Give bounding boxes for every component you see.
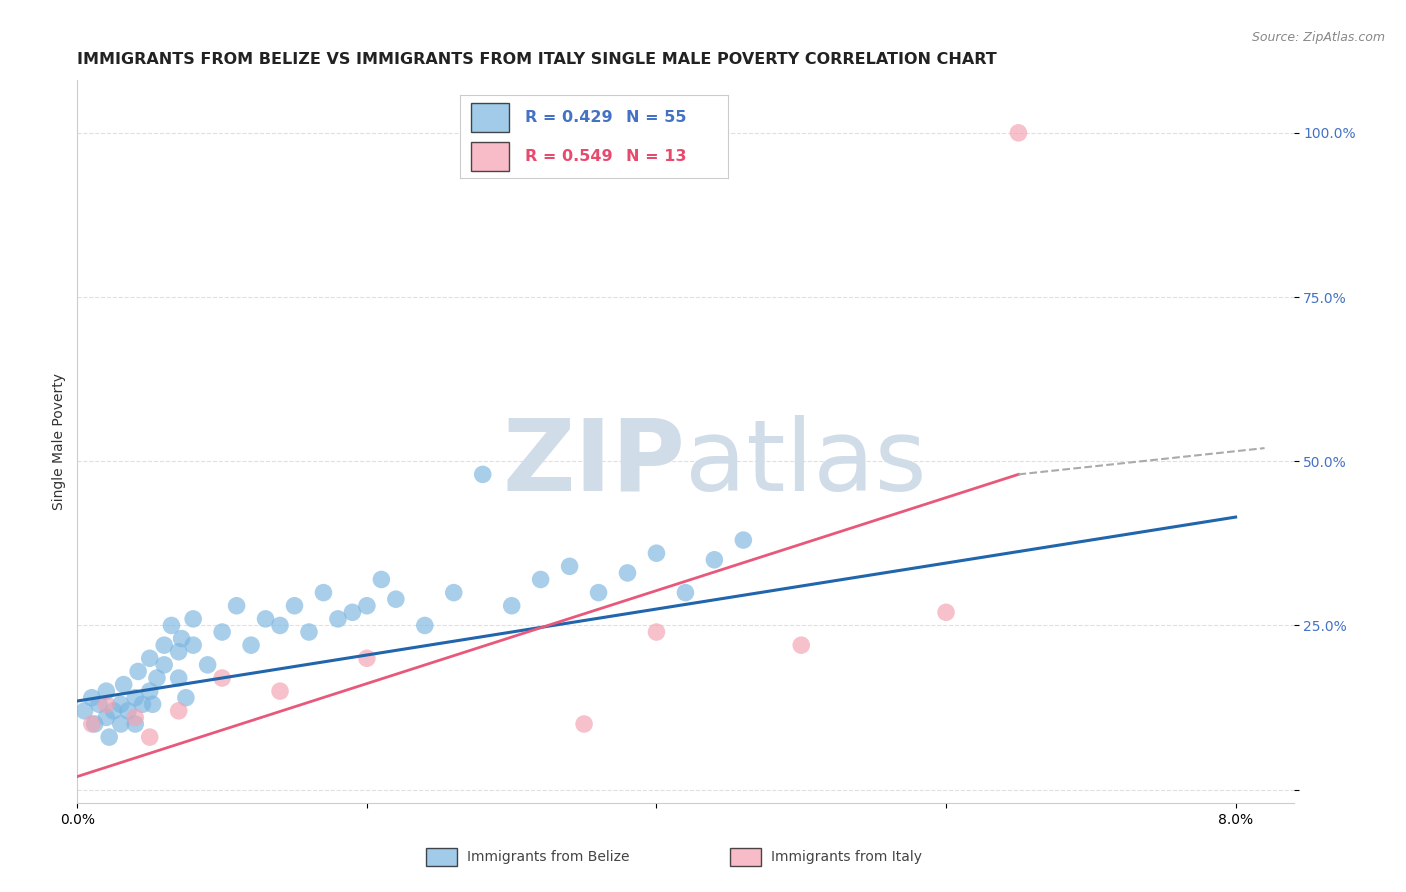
- Point: [103, 704, 125, 718]
- Point: [98, 730, 121, 744]
- Point: [356, 651, 378, 665]
- Point: [588, 585, 610, 599]
- FancyBboxPatch shape: [426, 847, 457, 865]
- Point: [645, 546, 668, 560]
- Point: [370, 573, 392, 587]
- Point: [645, 625, 668, 640]
- Point: [80, 690, 103, 705]
- Point: [167, 645, 190, 659]
- Point: [342, 605, 364, 619]
- Point: [269, 618, 291, 632]
- Point: [572, 717, 595, 731]
- Point: [616, 566, 638, 580]
- Point: [733, 533, 755, 547]
- Point: [675, 585, 697, 599]
- Point: [112, 677, 135, 691]
- Point: [110, 698, 132, 712]
- Point: [471, 467, 494, 482]
- Point: [935, 605, 957, 619]
- Point: [138, 651, 160, 665]
- Point: [174, 690, 197, 705]
- Point: [124, 717, 146, 731]
- Point: [142, 698, 165, 712]
- Point: [138, 730, 160, 744]
- Point: [558, 559, 581, 574]
- Point: [131, 698, 153, 712]
- Point: [211, 625, 233, 640]
- Point: [87, 698, 110, 712]
- Point: [254, 612, 277, 626]
- Point: [138, 684, 160, 698]
- FancyBboxPatch shape: [731, 847, 761, 865]
- Point: [124, 690, 146, 705]
- Point: [170, 632, 193, 646]
- Point: [790, 638, 813, 652]
- Point: [326, 612, 349, 626]
- Point: [298, 625, 321, 640]
- Point: [269, 684, 291, 698]
- Point: [80, 717, 103, 731]
- Text: Immigrants from Belize: Immigrants from Belize: [467, 850, 628, 864]
- Y-axis label: Single Male Poverty: Single Male Poverty: [52, 373, 66, 510]
- Point: [117, 704, 139, 718]
- Point: [127, 665, 149, 679]
- Point: [83, 717, 105, 731]
- Point: [96, 684, 118, 698]
- Point: [96, 710, 118, 724]
- Point: [413, 618, 436, 632]
- Point: [96, 698, 118, 712]
- Point: [153, 638, 176, 652]
- Point: [73, 704, 96, 718]
- Point: [124, 710, 146, 724]
- Point: [443, 585, 465, 599]
- Point: [240, 638, 263, 652]
- Point: [703, 553, 725, 567]
- Text: Source: ZipAtlas.com: Source: ZipAtlas.com: [1251, 31, 1385, 45]
- Point: [385, 592, 408, 607]
- Point: [211, 671, 233, 685]
- Point: [181, 612, 204, 626]
- Point: [283, 599, 305, 613]
- Text: IMMIGRANTS FROM BELIZE VS IMMIGRANTS FROM ITALY SINGLE MALE POVERTY CORRELATION : IMMIGRANTS FROM BELIZE VS IMMIGRANTS FRO…: [77, 52, 997, 67]
- Text: atlas: atlas: [686, 415, 927, 512]
- Point: [110, 717, 132, 731]
- Point: [356, 599, 378, 613]
- Text: Immigrants from Italy: Immigrants from Italy: [770, 850, 921, 864]
- Point: [153, 657, 176, 672]
- Point: [225, 599, 247, 613]
- Point: [146, 671, 169, 685]
- Point: [501, 599, 523, 613]
- Point: [312, 585, 335, 599]
- Point: [167, 704, 190, 718]
- Point: [197, 657, 219, 672]
- Point: [181, 638, 204, 652]
- Point: [160, 618, 183, 632]
- Point: [1007, 126, 1029, 140]
- Text: ZIP: ZIP: [502, 415, 686, 512]
- Point: [530, 573, 553, 587]
- Point: [167, 671, 190, 685]
